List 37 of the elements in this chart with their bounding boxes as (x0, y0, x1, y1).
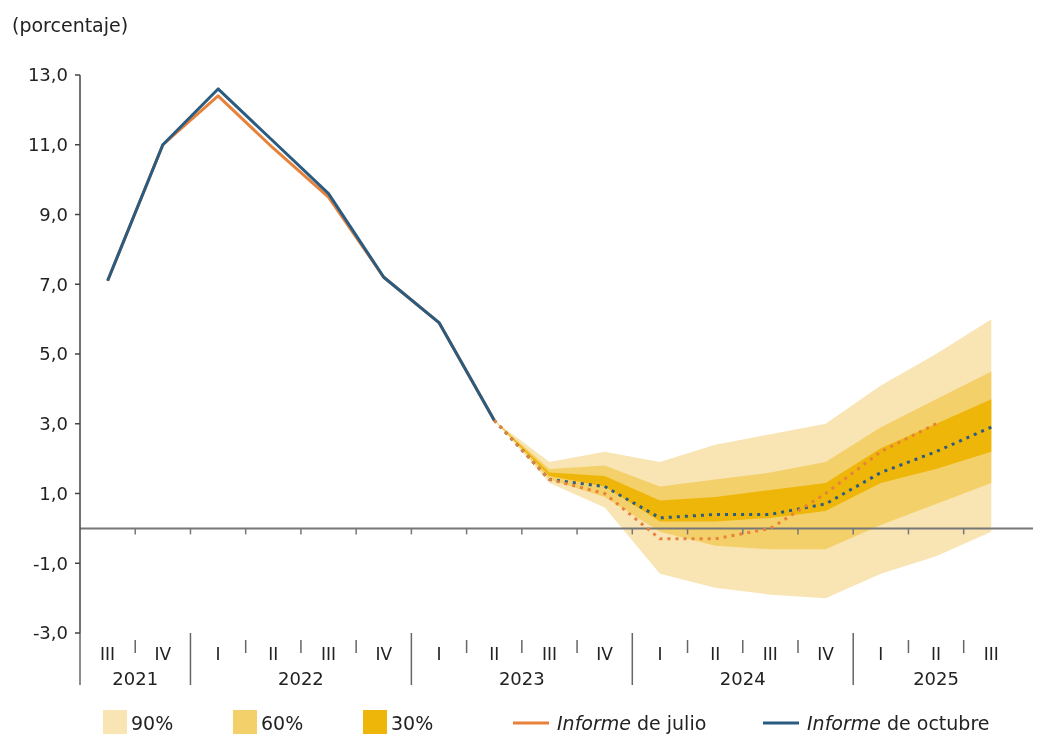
text: 2023 (498, 668, 545, 689)
x-tick-label: III (983, 644, 999, 664)
text: 2024 (719, 668, 766, 689)
text: 2021 (112, 668, 159, 689)
x-tick-label: I (878, 644, 884, 664)
x-tick-label: IV (154, 644, 172, 664)
x-tick-label: IV (375, 644, 393, 664)
y-tick-label: 3,0 (39, 413, 68, 435)
legend-label: 60% (261, 711, 304, 734)
x-tick-label: IV (596, 644, 614, 664)
x-tick-label: II (710, 644, 721, 664)
y-axis-title: (porcentaje) (12, 14, 129, 36)
y-tick-label: -3,0 (32, 622, 68, 644)
x-tick-label: III (762, 644, 778, 664)
x-tick-label: III (321, 644, 337, 664)
y-tick-label: -1,0 (32, 552, 68, 574)
y-tick-label: 11,0 (27, 134, 68, 156)
x-tick-label: I (657, 644, 663, 664)
legend-label: Informe de octubre (807, 711, 990, 734)
x-tick-label: III (541, 644, 557, 664)
y-tick-label: 5,0 (39, 343, 68, 365)
y-tick-label: 7,0 (39, 273, 68, 295)
text: 2025 (913, 668, 959, 689)
x-tick-label: I (436, 644, 442, 664)
x-tick-label: IV (817, 644, 835, 664)
x-tick-label: II (931, 644, 942, 664)
y-tick-label: 13,0 (27, 64, 68, 86)
x-tick-label: II (489, 644, 500, 664)
legend-label: 90% (131, 711, 174, 734)
text: 2022 (278, 668, 324, 689)
legend-label: Informe de julio (557, 711, 707, 734)
y-tick-label: 1,0 (39, 482, 68, 504)
x-tick-label: II (268, 644, 279, 664)
y-tick-label: 9,0 (39, 203, 68, 225)
x-tick-label: III (100, 644, 116, 664)
legend-label: 30% (391, 711, 434, 734)
x-tick-label: I (215, 644, 221, 664)
